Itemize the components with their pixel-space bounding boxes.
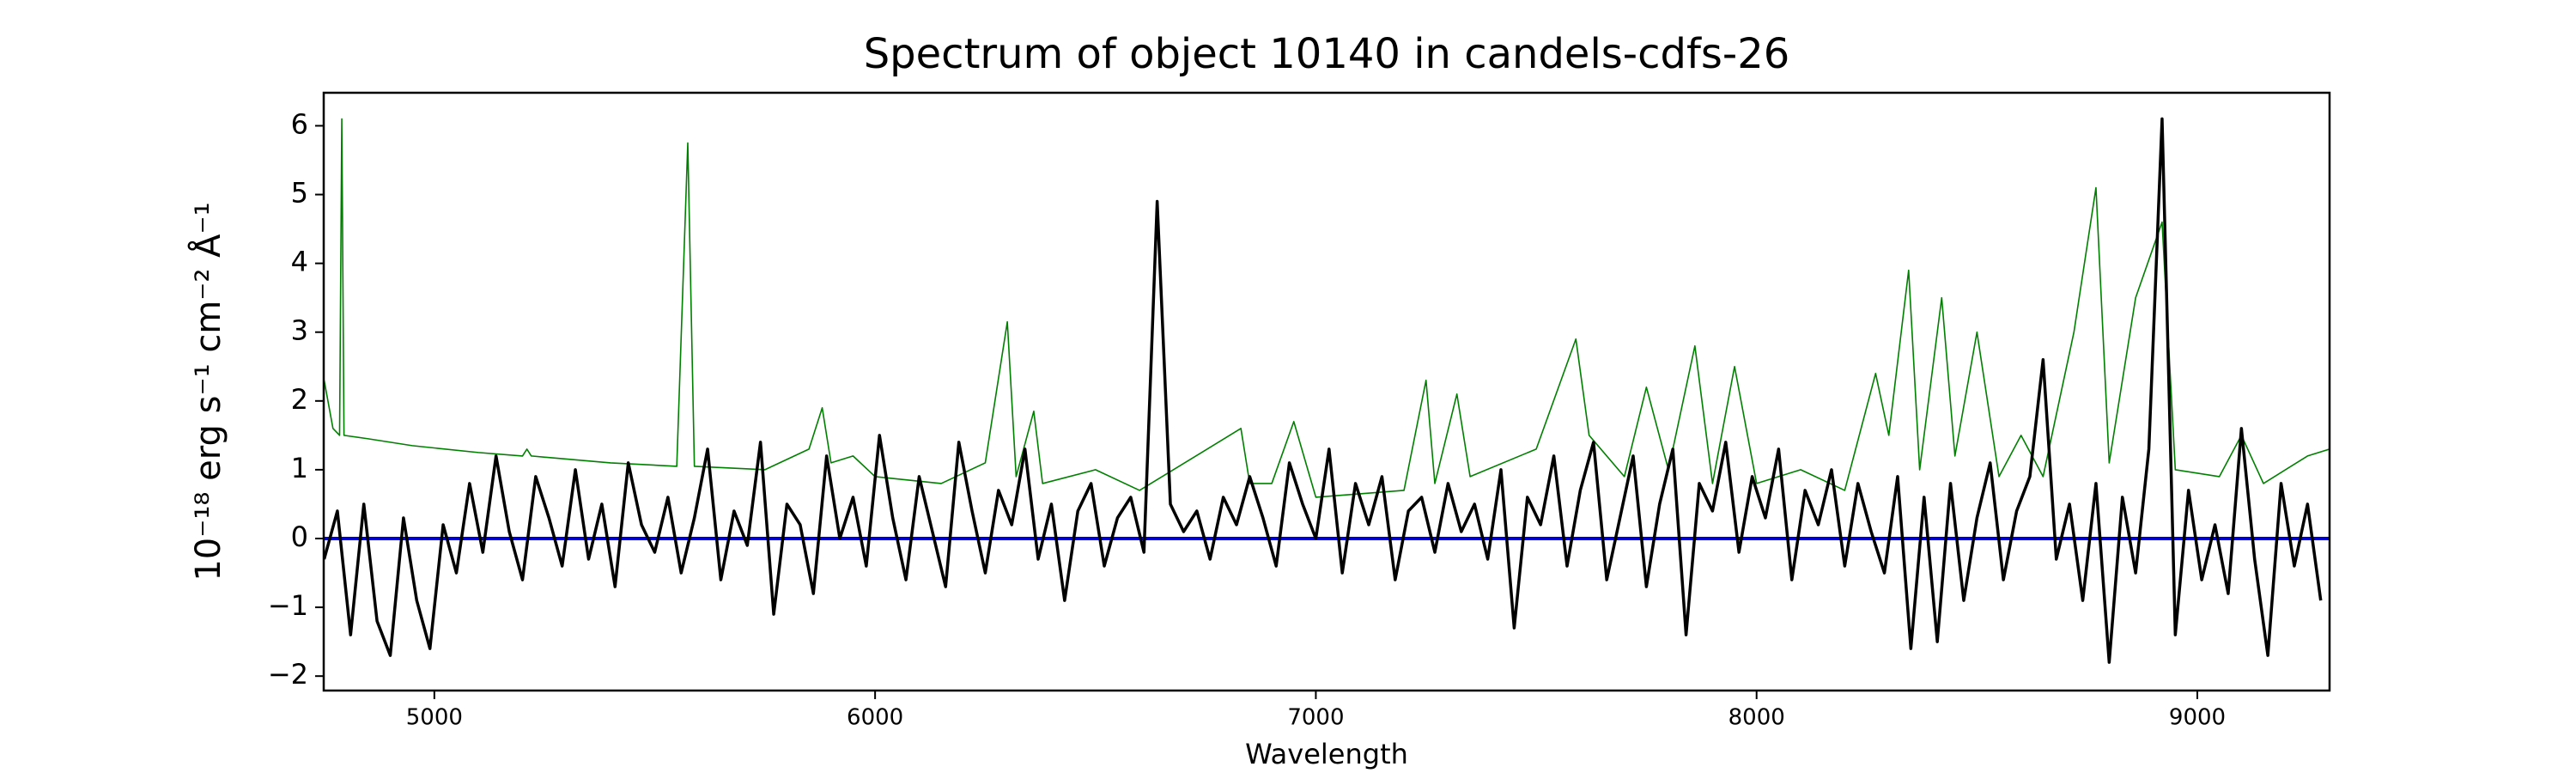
y-tick-label: 4	[291, 246, 308, 278]
y-tick-label: 2	[291, 383, 308, 416]
y-tick-label: 0	[291, 520, 308, 553]
plot-area	[324, 117, 2330, 664]
x-tick-label: 9000	[2169, 705, 2226, 731]
x-axis-label: Wavelength	[1245, 738, 1408, 770]
spectrum-line	[324, 117, 2323, 664]
y-axis-label: 10⁻¹⁸ erg s⁻¹ cm⁻² Å⁻¹	[187, 202, 228, 581]
y-tick-label: 5	[291, 177, 308, 210]
x-tick-label: 5000	[406, 705, 463, 731]
y-tick-label: 1	[291, 452, 308, 484]
y-tick-label: −2	[268, 658, 308, 691]
y-tick-label: 3	[291, 314, 308, 347]
spectrum-line	[324, 118, 2330, 498]
x-tick-label: 6000	[847, 705, 903, 731]
x-tick-label: 7000	[1287, 705, 1344, 731]
y-tick-label: −1	[268, 589, 308, 622]
y-tick-label: 6	[291, 107, 308, 140]
chart-title: Spectrum of object 10140 in candels-cdfs…	[864, 30, 1790, 78]
x-tick-label: 8000	[1728, 705, 1785, 731]
axes-frame	[322, 91, 2331, 692]
